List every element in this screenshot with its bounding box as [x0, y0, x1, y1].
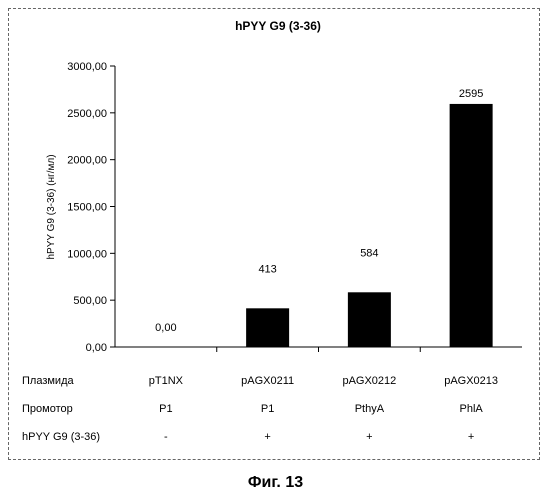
figure-caption: Фиг. 13	[0, 474, 551, 492]
y-tick-label: 2000,00	[67, 155, 107, 167]
bar	[348, 292, 391, 347]
y-tick-label: 1000,00	[67, 248, 107, 260]
table-cell: P1	[261, 403, 274, 415]
table-cell: pAGX0213	[444, 375, 498, 387]
table-cell: P1	[159, 403, 172, 415]
y-tick-label: 500,00	[73, 295, 107, 307]
data-table: Плазмида pT1NX pAGX0211 pAGX0212 pAGX0213 Про…	[22, 375, 498, 443]
table-row-label: Плазмида	[22, 375, 74, 387]
data-label: 413	[258, 263, 276, 275]
bar	[450, 104, 493, 347]
data-label: 2595	[459, 88, 483, 100]
table-cell: +	[264, 431, 270, 443]
table-cell: pAGX0212	[342, 375, 396, 387]
table-cell: +	[468, 431, 474, 443]
data-label: 0,00	[155, 322, 176, 334]
table-cell: pT1NX	[149, 375, 184, 387]
bar	[246, 308, 289, 347]
y-tick-label: 1500,00	[67, 202, 107, 214]
chart-title: hPYY G9 (3-36)	[235, 19, 321, 33]
table-cell: PhlA	[460, 403, 484, 415]
bar-chart: hPYY G9 (3-36) hPYY G9 (3-36) (нг/мл) 0,…	[0, 0, 551, 465]
y-tick-label: 3000,00	[67, 61, 107, 73]
table-row-label: hPYY G9 (3-36)	[22, 431, 100, 443]
table-cell: +	[366, 431, 372, 443]
table-row-label: Промотор	[22, 403, 73, 415]
table-cell: pAGX0211	[241, 375, 294, 387]
y-tick-label: 0,00	[86, 342, 107, 354]
y-axis-label: hPYY G9 (3-36) (нг/мл)	[46, 154, 57, 259]
bars: 0,00 413 584 2595	[155, 88, 492, 347]
y-tick-label: 2500,00	[67, 108, 107, 120]
table-cell: -	[164, 431, 168, 443]
table-cell: PthyA	[355, 403, 385, 415]
data-label: 584	[360, 247, 378, 259]
